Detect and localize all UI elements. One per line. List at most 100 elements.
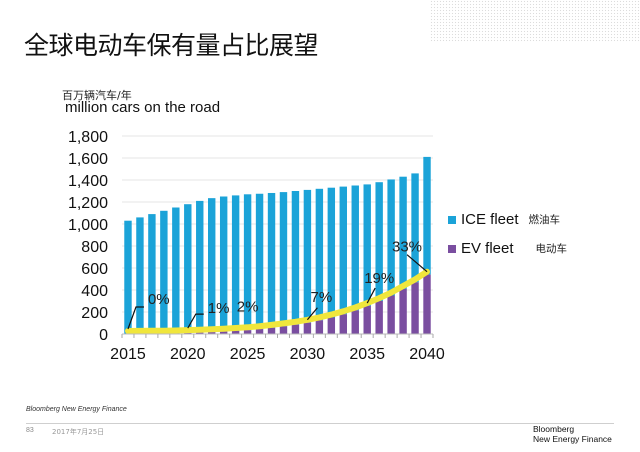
ev-bar — [315, 320, 324, 334]
ice-bar — [148, 214, 156, 334]
legend-label-ice-cn: 燃油车 — [528, 214, 561, 226]
annotation-leader — [187, 313, 204, 329]
x-tick-label: 2015 — [110, 346, 146, 363]
ev-bar — [423, 274, 431, 334]
ice-bar — [160, 210, 168, 334]
y-tick-label: 400 — [81, 283, 108, 300]
ev-bar — [303, 322, 312, 334]
ev-bar — [363, 305, 371, 334]
y-tick-label: 0 — [99, 327, 108, 344]
ice-bar — [219, 196, 228, 332]
ice-bar — [243, 194, 252, 331]
y-tick-label: 1,000 — [68, 217, 108, 234]
ev-bar — [231, 330, 240, 334]
y-tick-label: 800 — [81, 239, 108, 256]
annotation-leader — [366, 287, 376, 304]
ev-bar — [387, 295, 395, 334]
annotation-label: 19% — [364, 270, 394, 287]
legend-item-ev: EV fleet 电动车 — [448, 234, 567, 263]
y-unit-label-cn: 百万辆汽车/年 — [62, 89, 132, 102]
ev-bar — [351, 310, 359, 334]
ice-bar — [351, 185, 359, 311]
brand-line-1: Bloomberg — [533, 424, 575, 434]
ice-bar — [208, 198, 216, 333]
y-tick-label: 1,800 — [68, 129, 108, 146]
ev-bar — [327, 317, 336, 334]
page-title: 全球电动车保有量占比展望 — [24, 31, 319, 60]
ice-bar — [124, 220, 132, 334]
ev-bar — [267, 327, 276, 334]
annotation-label: 2% — [237, 298, 259, 315]
y-tick-label: 200 — [81, 305, 108, 322]
x-tick-label: 2020 — [170, 346, 206, 363]
ev-bar — [243, 330, 252, 334]
x-tick-label: 2025 — [230, 346, 266, 363]
ev-share-line-group — [125, 268, 430, 334]
x-axis: 2015 2020 2025 2030 2035 2040 — [110, 333, 445, 363]
ev-bar — [399, 288, 407, 334]
ev-bar — [255, 329, 264, 334]
ice-bar — [196, 200, 204, 333]
legend-label-ev: EV fleet — [461, 240, 514, 257]
ev-bar — [208, 332, 216, 334]
x-tick-label: 2040 — [409, 346, 445, 363]
y-tick-label: 1,600 — [68, 151, 108, 168]
ice-bar — [255, 193, 264, 330]
page-number: 83 — [26, 427, 34, 434]
ice-bar — [375, 182, 383, 301]
ice-bar — [363, 184, 371, 306]
ev-bar — [291, 324, 300, 334]
ev-bar — [279, 326, 288, 334]
decorative-dot-pattern — [430, 0, 640, 42]
brand-line-2: New Energy Finance — [533, 434, 612, 444]
ev-swatch-icon — [448, 244, 456, 253]
y-tick-label: 1,200 — [68, 195, 108, 212]
ice-bar — [184, 204, 192, 334]
ice-bar — [423, 156, 431, 275]
annotation-label: 1% — [208, 300, 230, 317]
ice-bar — [172, 207, 180, 334]
ice-bar — [291, 191, 300, 325]
y-unit-label: million cars on the road — [65, 99, 221, 116]
ice-bar — [267, 192, 276, 328]
legend: ICE fleet 燃油车 EV fleet 电动车 — [448, 205, 567, 263]
ice-bar — [136, 217, 144, 334]
legend-item-ice: ICE fleet 燃油车 — [448, 205, 567, 234]
ev-bar — [219, 331, 228, 334]
ev-bar — [339, 314, 347, 334]
annotation-label: 7% — [311, 289, 333, 306]
legend-label-ev-cn: 电动车 — [535, 243, 568, 255]
ice-bar — [411, 173, 419, 283]
annotation-label: 33% — [392, 239, 422, 256]
source-note: Bloomberg New Energy Finance — [26, 406, 127, 413]
ice-bar — [327, 187, 336, 318]
ice-swatch-icon — [448, 215, 456, 224]
annotation-leader — [406, 254, 428, 273]
annotation-label: 0% — [148, 291, 170, 308]
ice-bar — [399, 176, 407, 289]
footer-date: 2017年7月25日 — [52, 428, 105, 436]
y-tick-label: 600 — [81, 261, 108, 278]
ice-bar — [231, 195, 240, 331]
bars — [124, 156, 431, 334]
ev-share-line — [125, 268, 430, 334]
x-tick-label: 2030 — [290, 346, 326, 363]
ice-bar — [279, 192, 288, 327]
legend-label-ice: ICE fleet — [461, 211, 519, 228]
x-tick-label: 2035 — [349, 346, 385, 363]
annotation-leader — [306, 307, 318, 321]
annotation-leader — [127, 306, 144, 330]
ev-bar — [411, 282, 419, 334]
brand-logo: Bloomberg New Energy Finance — [533, 424, 612, 444]
ice-bar — [339, 186, 347, 315]
ev-bar — [375, 301, 383, 334]
footer-divider — [26, 423, 614, 424]
ice-bar — [387, 179, 395, 296]
ice-bar — [315, 188, 324, 321]
y-tick-label: 1,400 — [68, 173, 108, 190]
annotations: 0% 1% 2% 7% 19% 33% — [127, 239, 428, 330]
ev-bar — [196, 332, 204, 334]
ice-bar — [303, 189, 312, 323]
y-axis-ticks: 0 200 400 600 800 1,000 1,200 1,400 1,600 1,800 — [68, 129, 108, 344]
